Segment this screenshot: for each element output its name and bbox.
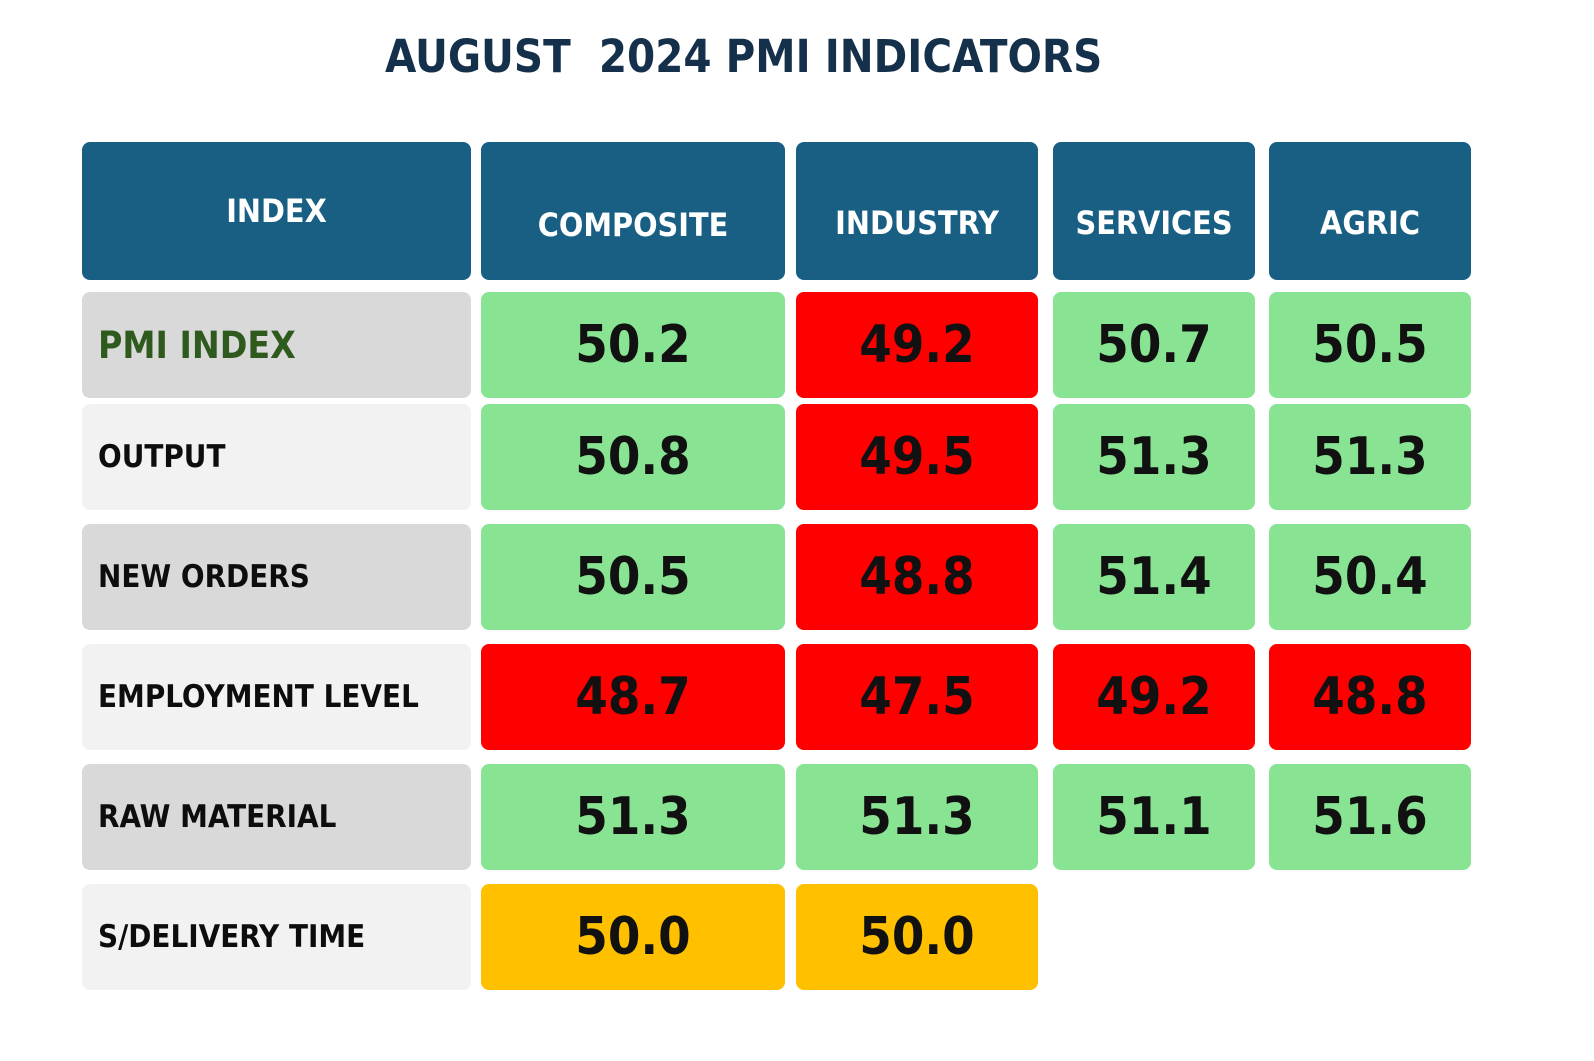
value-cell-employment-level-services: 49.2 bbox=[1053, 644, 1255, 750]
row-label-new-orders: NEW ORDERS bbox=[82, 524, 471, 630]
value-cell-new-orders-composite: 50.5 bbox=[481, 524, 785, 630]
value-cell-employment-level-agric: 48.8 bbox=[1269, 644, 1471, 750]
page-title: AUGUST 2024 PMI INDICATORS bbox=[385, 30, 1103, 83]
value-cell-s-delivery-time-industry: 50.0 bbox=[796, 884, 1038, 990]
header-services: SERVICES bbox=[1053, 142, 1255, 280]
value-cell-new-orders-industry: 48.8 bbox=[796, 524, 1038, 630]
row-label-pmi-index: PMI INDEX bbox=[82, 292, 471, 398]
value-cell-new-orders-services: 51.4 bbox=[1053, 524, 1255, 630]
header-industry: INDUSTRY bbox=[796, 142, 1038, 280]
value-cell-output-agric: 51.3 bbox=[1269, 404, 1471, 510]
row-label-s-delivery-time: S/DELIVERY TIME bbox=[82, 884, 471, 990]
header-index: INDEX bbox=[82, 142, 471, 280]
row-label-employment-level: EMPLOYMENT LEVEL bbox=[82, 644, 471, 750]
row-label-output: OUTPUT bbox=[82, 404, 471, 510]
value-cell-s-delivery-time-composite: 50.0 bbox=[481, 884, 785, 990]
header-agric: AGRIC bbox=[1269, 142, 1471, 280]
row-label-raw-material: RAW MATERIAL bbox=[82, 764, 471, 870]
value-cell-pmi-index-agric: 50.5 bbox=[1269, 292, 1471, 398]
value-cell-pmi-index-industry: 49.2 bbox=[796, 292, 1038, 398]
value-cell-output-composite: 50.8 bbox=[481, 404, 785, 510]
value-cell-output-industry: 49.5 bbox=[796, 404, 1038, 510]
value-cell-pmi-index-composite: 50.2 bbox=[481, 292, 785, 398]
header-composite: COMPOSITE bbox=[481, 142, 785, 280]
value-cell-raw-material-composite: 51.3 bbox=[481, 764, 785, 870]
value-cell-new-orders-agric: 50.4 bbox=[1269, 524, 1471, 630]
value-cell-employment-level-composite: 48.7 bbox=[481, 644, 785, 750]
value-cell-output-services: 51.3 bbox=[1053, 404, 1255, 510]
value-cell-raw-material-agric: 51.6 bbox=[1269, 764, 1471, 870]
value-cell-pmi-index-services: 50.7 bbox=[1053, 292, 1255, 398]
value-cell-employment-level-industry: 47.5 bbox=[796, 644, 1038, 750]
value-cell-raw-material-industry: 51.3 bbox=[796, 764, 1038, 870]
value-cell-raw-material-services: 51.1 bbox=[1053, 764, 1255, 870]
